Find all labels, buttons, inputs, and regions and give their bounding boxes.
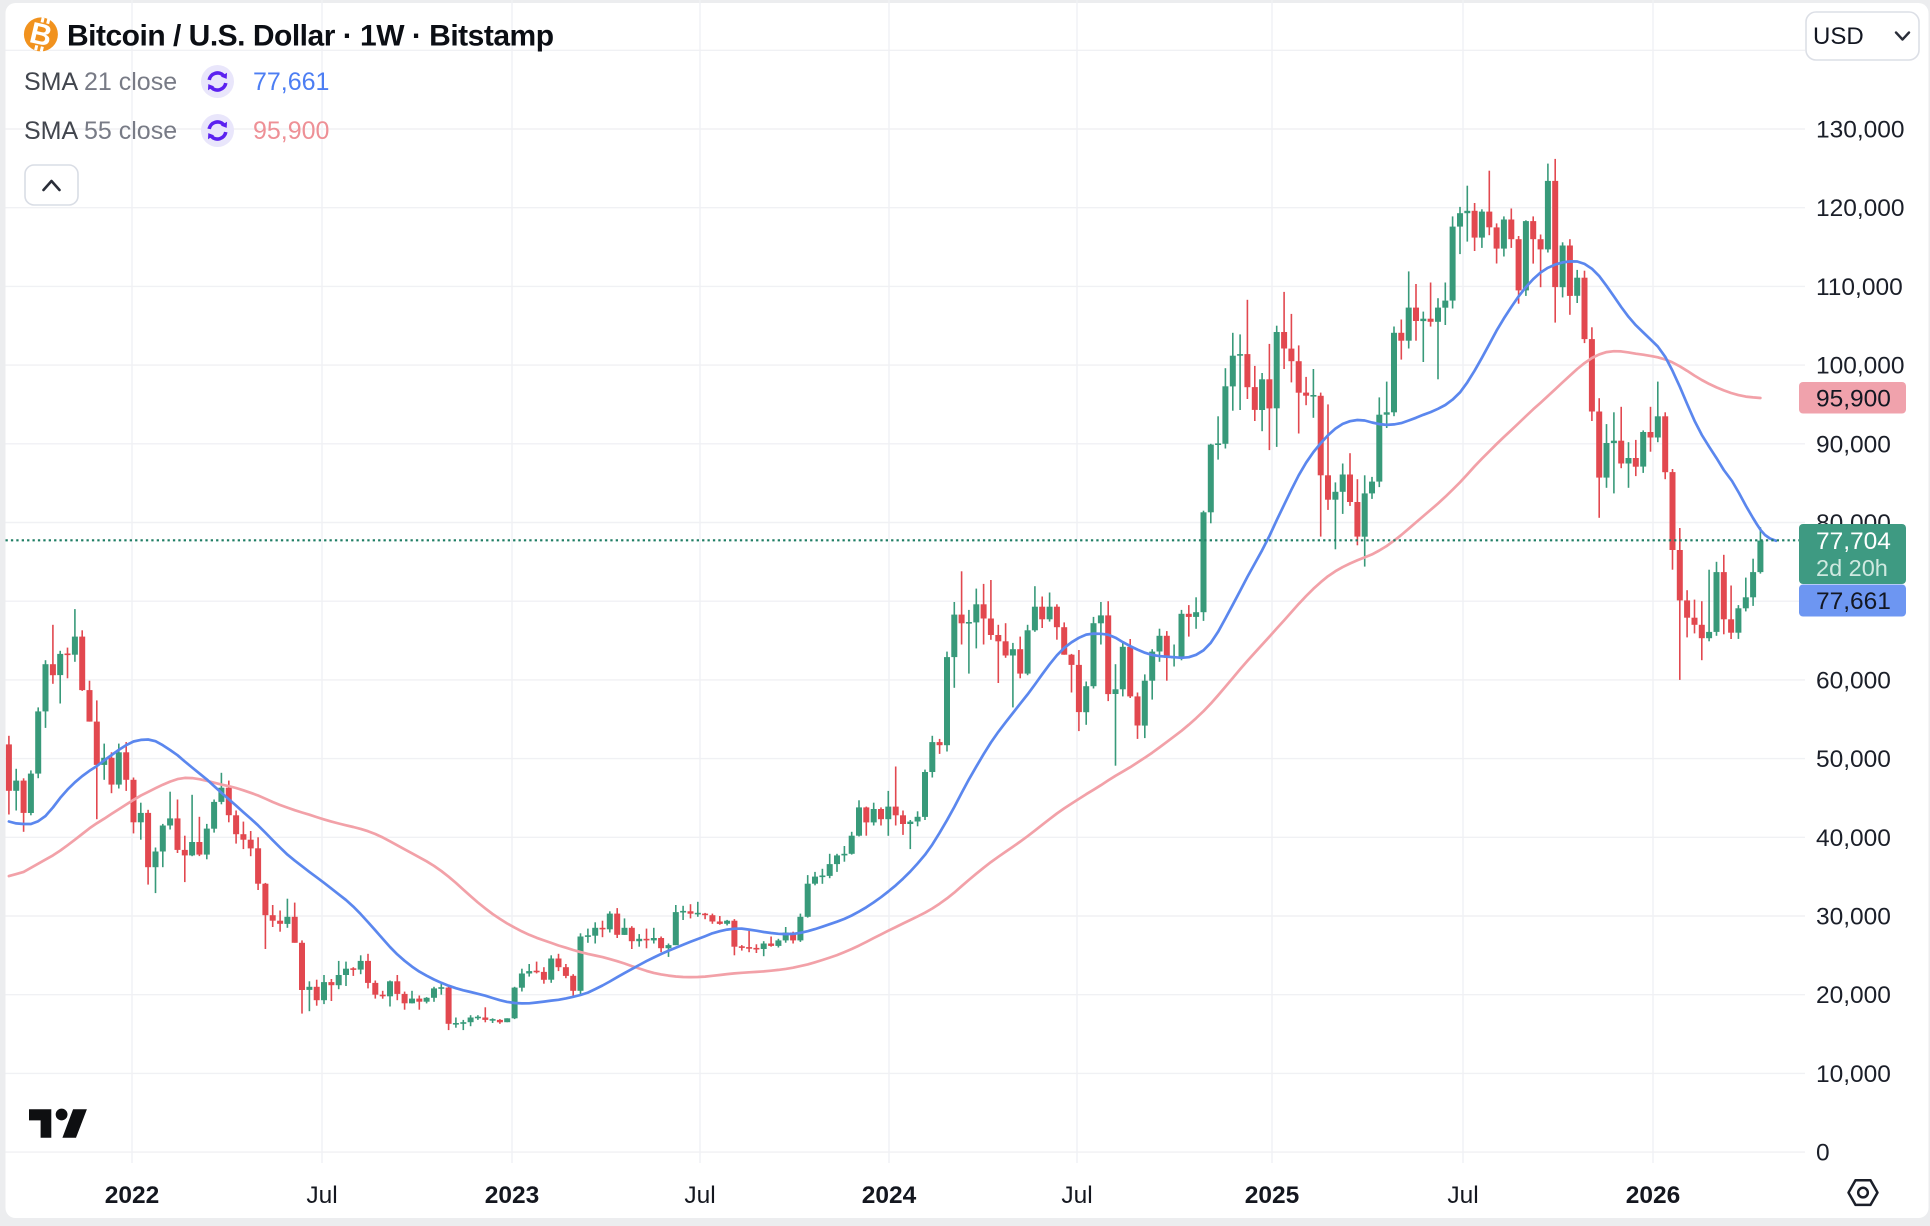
svg-text:Jul: Jul xyxy=(306,1182,337,1209)
svg-text:SMA: SMA xyxy=(24,117,79,145)
svg-text:77,661: 77,661 xyxy=(1816,588,1891,615)
svg-text:Bitcoin / U.S. Dollar · 1W · B: Bitcoin / U.S. Dollar · 1W · Bitstamp xyxy=(67,20,554,53)
svg-text:20,000: 20,000 xyxy=(1816,982,1891,1009)
svg-text:30,000: 30,000 xyxy=(1816,904,1891,931)
svg-text:2025: 2025 xyxy=(1245,1182,1300,1209)
svg-text:50,000: 50,000 xyxy=(1816,746,1891,773)
svg-text:2023: 2023 xyxy=(485,1182,540,1209)
svg-text:110,000: 110,000 xyxy=(1816,274,1903,301)
svg-text:90,000: 90,000 xyxy=(1816,431,1891,458)
svg-text:55 close: 55 close xyxy=(84,117,177,145)
svg-text:95,900: 95,900 xyxy=(1816,386,1891,413)
svg-text:SMA: SMA xyxy=(24,68,79,96)
svg-text:Jul: Jul xyxy=(1061,1182,1092,1209)
svg-text:100,000: 100,000 xyxy=(1816,353,1905,380)
svg-text:130,000: 130,000 xyxy=(1816,117,1905,144)
svg-text:USD: USD xyxy=(1813,23,1864,50)
svg-text:60,000: 60,000 xyxy=(1816,667,1891,694)
svg-text:2026: 2026 xyxy=(1626,1182,1681,1209)
svg-text:2d 20h: 2d 20h xyxy=(1816,555,1888,581)
svg-text:2024: 2024 xyxy=(862,1182,917,1209)
svg-text:Jul: Jul xyxy=(1447,1182,1478,1209)
svg-text:0: 0 xyxy=(1816,1140,1830,1167)
svg-text:2022: 2022 xyxy=(105,1182,160,1209)
svg-text:Jul: Jul xyxy=(684,1182,715,1209)
svg-text:77,704: 77,704 xyxy=(1816,528,1891,555)
svg-text:120,000: 120,000 xyxy=(1816,195,1905,222)
svg-text:40,000: 40,000 xyxy=(1816,825,1891,852)
svg-text:21 close: 21 close xyxy=(84,68,177,96)
svg-text:10,000: 10,000 xyxy=(1816,1061,1891,1088)
svg-text:77,661: 77,661 xyxy=(253,68,329,96)
svg-text:95,900: 95,900 xyxy=(253,117,329,145)
